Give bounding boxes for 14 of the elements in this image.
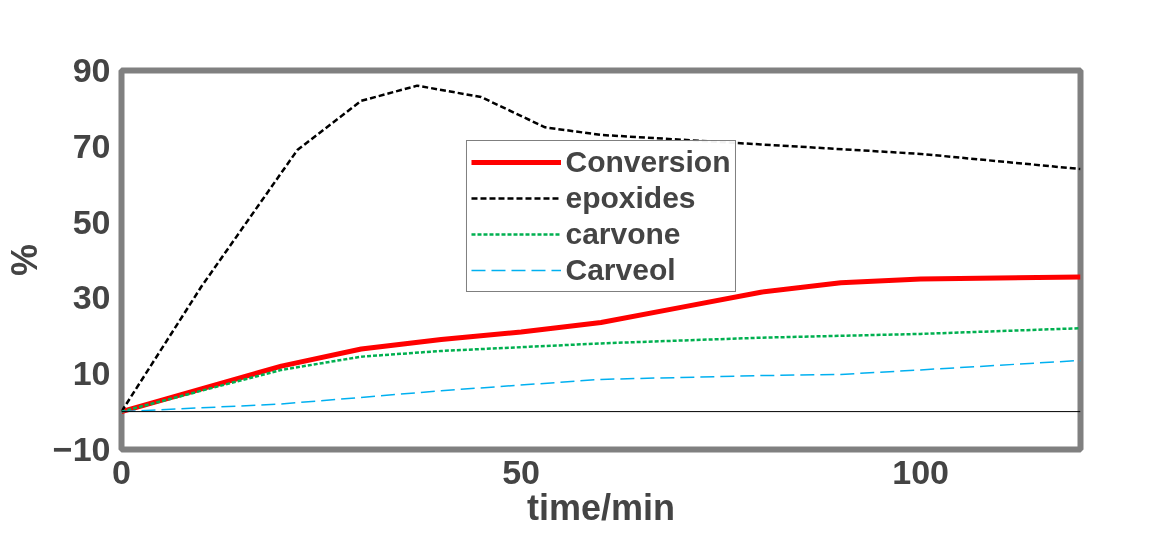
x-tick-label: 0 (112, 452, 131, 491)
y-tick-label: 30 (72, 278, 111, 317)
legend-label: Conversion (565, 145, 731, 179)
legend-label: Carveol (565, 253, 676, 287)
y-tick-label: 70 (72, 126, 111, 165)
y-tick-label: 50 (72, 202, 111, 241)
line-series (121, 326, 1081, 413)
y-tick-label: 10 (72, 354, 111, 393)
y-tick-label: −10 (52, 430, 111, 468)
y-tick-label: 90 (72, 51, 111, 89)
x-tick-label: 100 (892, 452, 950, 491)
legend-label: carvone (565, 217, 681, 251)
legend-label: epoxides (565, 181, 696, 215)
y-axis-title: % (3, 243, 45, 276)
